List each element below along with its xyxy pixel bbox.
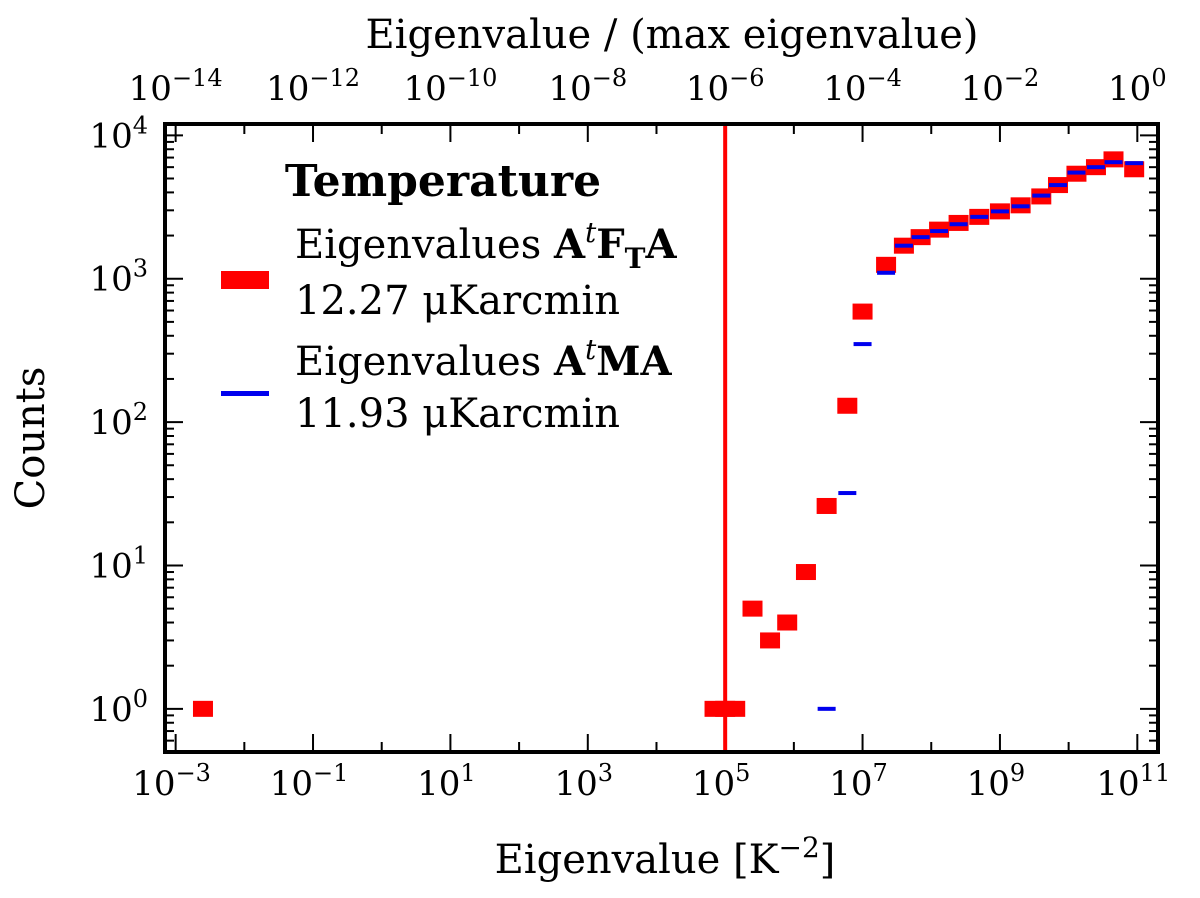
legend-marker-red-square [221, 271, 269, 289]
x-tick-label: 107 [829, 759, 888, 804]
top-x-tick-label: 10−14 [129, 64, 223, 109]
data-point-blue-dash [911, 235, 930, 240]
top-x-tick-label: 10−6 [686, 64, 765, 109]
top-x-axis-title: Eigenvalue / (max eigenvalue) [365, 12, 978, 58]
top-x-tick-label: 10−12 [266, 64, 360, 109]
data-point-red-square [795, 564, 816, 581]
x-axis-title: Eigenvalue [K−2] [495, 831, 836, 883]
y-tick-label: 104 [89, 111, 148, 156]
data-point-blue-dash [877, 270, 896, 275]
data-point-blue-dash [838, 491, 857, 496]
data-point-red-square [837, 397, 858, 414]
top-x-tick-label: 10−10 [403, 64, 497, 109]
y-tick-label: 103 [89, 255, 148, 300]
data-point-red-square [1103, 151, 1124, 168]
legend-entry-sublabel: 12.27 μKarcmin [295, 278, 620, 324]
x-tick-label: 109 [967, 759, 1026, 804]
y-axis-title: Counts [8, 367, 54, 510]
data-point-blue-dash [1032, 193, 1051, 198]
data-point-red-square [876, 256, 897, 273]
data-point-blue-dash [1011, 204, 1030, 209]
y-tick-label: 102 [89, 398, 148, 443]
marks-layer [192, 126, 1145, 750]
y-tick-label: 100 [89, 685, 148, 730]
data-point-blue-dash [990, 209, 1009, 214]
top-x-tick-label: 10−8 [548, 64, 627, 109]
top-x-tick-label: 10−4 [823, 64, 902, 109]
x-tick-label: 105 [692, 759, 751, 804]
legend-entry-label: Eigenvalues AtMA [295, 333, 673, 385]
y-tick-label: 101 [89, 541, 148, 586]
data-point-blue-dash [970, 214, 989, 219]
legend-entry-sublabel: 11.93 μKarcmin [295, 391, 620, 437]
data-point-red-square [816, 497, 837, 514]
x-tick-label: 103 [555, 759, 614, 804]
data-point-red-square [742, 600, 763, 617]
data-point-blue-dash [930, 229, 949, 234]
labels-layer: 10−3 10−1 101 103 105 107 109 1011 10−14 10−12 10−… [8, 12, 1170, 883]
data-point-blue-dash [817, 706, 836, 711]
data-point-blue-dash [894, 243, 913, 248]
data-point-red-square [777, 614, 798, 631]
x-tick-label: 10−3 [132, 759, 211, 804]
data-point-blue-dash [1067, 170, 1086, 175]
x-tick-label: 10−1 [270, 759, 349, 804]
data-point-blue-dash [1104, 160, 1123, 165]
data-point-red-square [760, 632, 781, 649]
data-point-red-square [852, 303, 873, 320]
top-x-tick-label: 10−2 [961, 64, 1040, 109]
x-tick-label: 101 [417, 759, 476, 804]
data-point-blue-dash [1086, 165, 1105, 170]
data-point-red-square [192, 700, 213, 717]
data-point-red-square [725, 700, 746, 717]
x-tick-label: 1011 [1096, 759, 1170, 804]
legend-entry-label: Eigenvalues AtFTA [295, 216, 678, 275]
data-point-blue-dash [949, 222, 968, 227]
legend-title: Temperature [285, 156, 601, 207]
plot-frame [163, 122, 1160, 754]
legend-marker-blue-dash [221, 391, 269, 396]
data-point-red-square [1124, 161, 1145, 178]
data-point-blue-dash [1048, 183, 1067, 188]
data-point-blue-dash [1125, 161, 1144, 166]
data-point-blue-dash [853, 342, 872, 347]
top-x-tick-label: 100 [1108, 64, 1167, 109]
axes-layer [163, 122, 1160, 754]
